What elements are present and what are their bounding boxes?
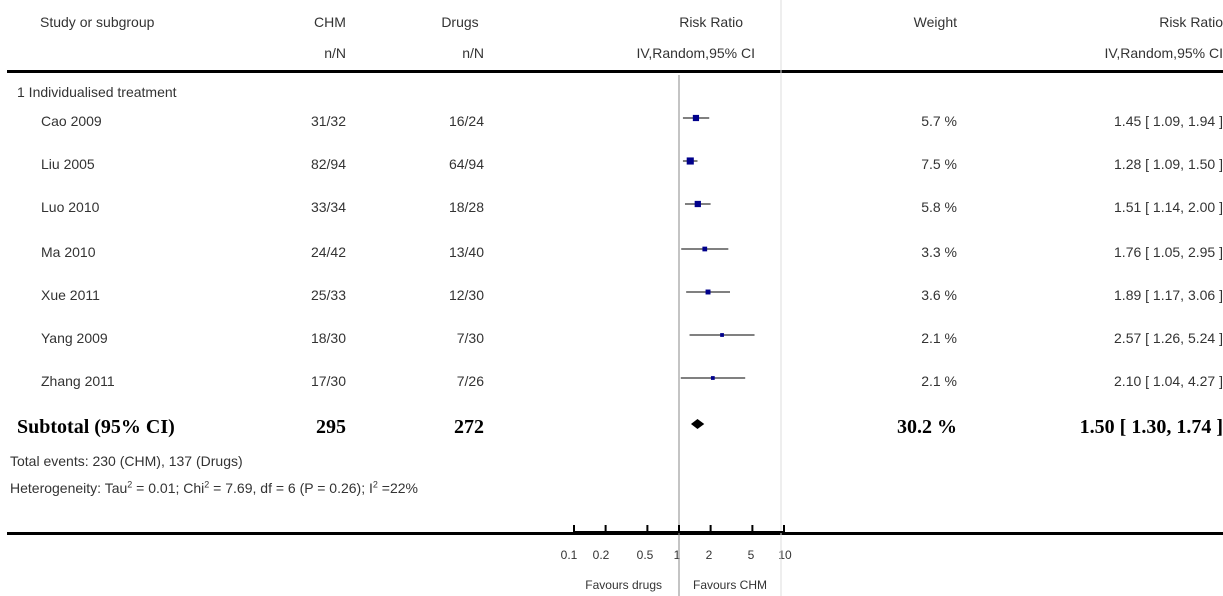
- study-name: Ma 2010: [41, 244, 96, 260]
- tick-label: 0.2: [592, 548, 610, 562]
- chm-events: 31/32: [310, 113, 346, 129]
- drugs-events: 12/30: [448, 287, 484, 303]
- effect-square: [720, 333, 724, 337]
- favours-drugs-label: Favours drugs: [585, 578, 662, 592]
- ci-text: 2.57 [ 1.26, 5.24 ]: [1114, 330, 1223, 346]
- chm-events: 18/30: [310, 330, 346, 346]
- tick-label: 10: [778, 548, 792, 562]
- ci-text: 1.45 [ 1.09, 1.94 ]: [1114, 113, 1223, 129]
- ci-text: 1.89 [ 1.17, 3.06 ]: [1114, 287, 1223, 303]
- drugs-events: 13/40: [448, 244, 484, 260]
- weight-value: 3.3 %: [921, 244, 957, 260]
- tick-label: 0.5: [636, 548, 654, 562]
- footer-rule: [7, 532, 1223, 535]
- header-weight: Weight: [913, 14, 957, 30]
- chm-events: 24/42: [310, 244, 346, 260]
- ci-text: 2.10 [ 1.04, 4.27 ]: [1114, 373, 1223, 389]
- effect-square: [686, 157, 694, 165]
- tick-label: 0.1: [560, 548, 578, 562]
- header-study: Study or subgroup: [40, 14, 155, 30]
- chm-events: 33/34: [310, 199, 346, 215]
- subtotal-ci-text: 1.50 [ 1.30, 1.74 ]: [1079, 416, 1223, 438]
- weight-value: 2.1 %: [921, 330, 957, 346]
- header-risk-ratio-2-sub: IV,Random,95% CI: [1104, 45, 1223, 61]
- total-events: Total events: 230 (CHM), 137 (Drugs): [10, 453, 243, 469]
- heterogeneity: Heterogeneity: Tau2 = 0.01; Chi2 = 7.69,…: [10, 479, 418, 496]
- header-rule: [7, 70, 1223, 73]
- subgroup-label: 1 Individualised treatment: [17, 84, 177, 100]
- weight-value: 3.6 %: [921, 287, 957, 303]
- drugs-events: 64/94: [448, 156, 484, 172]
- header-drugs-sub: n/N: [462, 45, 484, 61]
- study-name: Zhang 2011: [41, 373, 115, 389]
- subtotal-chm: 295: [316, 416, 346, 438]
- study-name: Yang 2009: [41, 330, 108, 346]
- study-name: Luo 2010: [41, 199, 100, 215]
- study-name: Cao 2009: [41, 113, 102, 129]
- subtotal-diamond: [690, 419, 705, 429]
- subtotal-label: Subtotal (95% CI): [17, 416, 175, 438]
- effect-square: [705, 289, 711, 295]
- header-chm-sub: n/N: [324, 45, 346, 61]
- effect-square: [710, 376, 715, 380]
- effect-square: [692, 114, 700, 122]
- drugs-events: 18/28: [448, 199, 484, 215]
- tick-label: 5: [747, 548, 755, 562]
- effect-square: [694, 200, 701, 208]
- study-name: Liu 2005: [41, 156, 95, 172]
- drugs-events: 16/24: [448, 113, 484, 129]
- header-chm: CHM: [314, 14, 346, 30]
- drugs-events: 7/30: [456, 330, 484, 346]
- weight-value: 2.1 %: [921, 373, 957, 389]
- weight-value: 5.8 %: [921, 199, 957, 215]
- ci-text: 1.76 [ 1.05, 2.95 ]: [1114, 244, 1223, 260]
- header-risk-ratio: Risk Ratio: [679, 14, 743, 30]
- weight-value: 5.7 %: [921, 113, 957, 129]
- chm-events: 17/30: [310, 373, 346, 389]
- study-name: Xue 2011: [41, 287, 100, 303]
- tick-label: 1: [673, 548, 681, 562]
- header-drugs: Drugs: [441, 14, 479, 30]
- subtotal-drugs: 272: [454, 416, 484, 438]
- ci-text: 1.51 [ 1.14, 2.00 ]: [1114, 199, 1223, 215]
- weight-value: 7.5 %: [921, 156, 957, 172]
- tick-label: 2: [705, 548, 713, 562]
- chm-events: 25/33: [310, 287, 346, 303]
- subtotal-weight: 30.2 %: [897, 416, 957, 438]
- drugs-events: 7/26: [456, 373, 484, 389]
- header-risk-ratio-2: Risk Ratio: [1159, 14, 1223, 30]
- ci-text: 1.28 [ 1.09, 1.50 ]: [1114, 156, 1223, 172]
- chm-events: 82/94: [310, 156, 346, 172]
- effect-square: [702, 246, 708, 252]
- header-risk-ratio-sub: IV,Random,95% CI: [636, 45, 755, 61]
- favours-chm-label: Favours CHM: [693, 578, 768, 592]
